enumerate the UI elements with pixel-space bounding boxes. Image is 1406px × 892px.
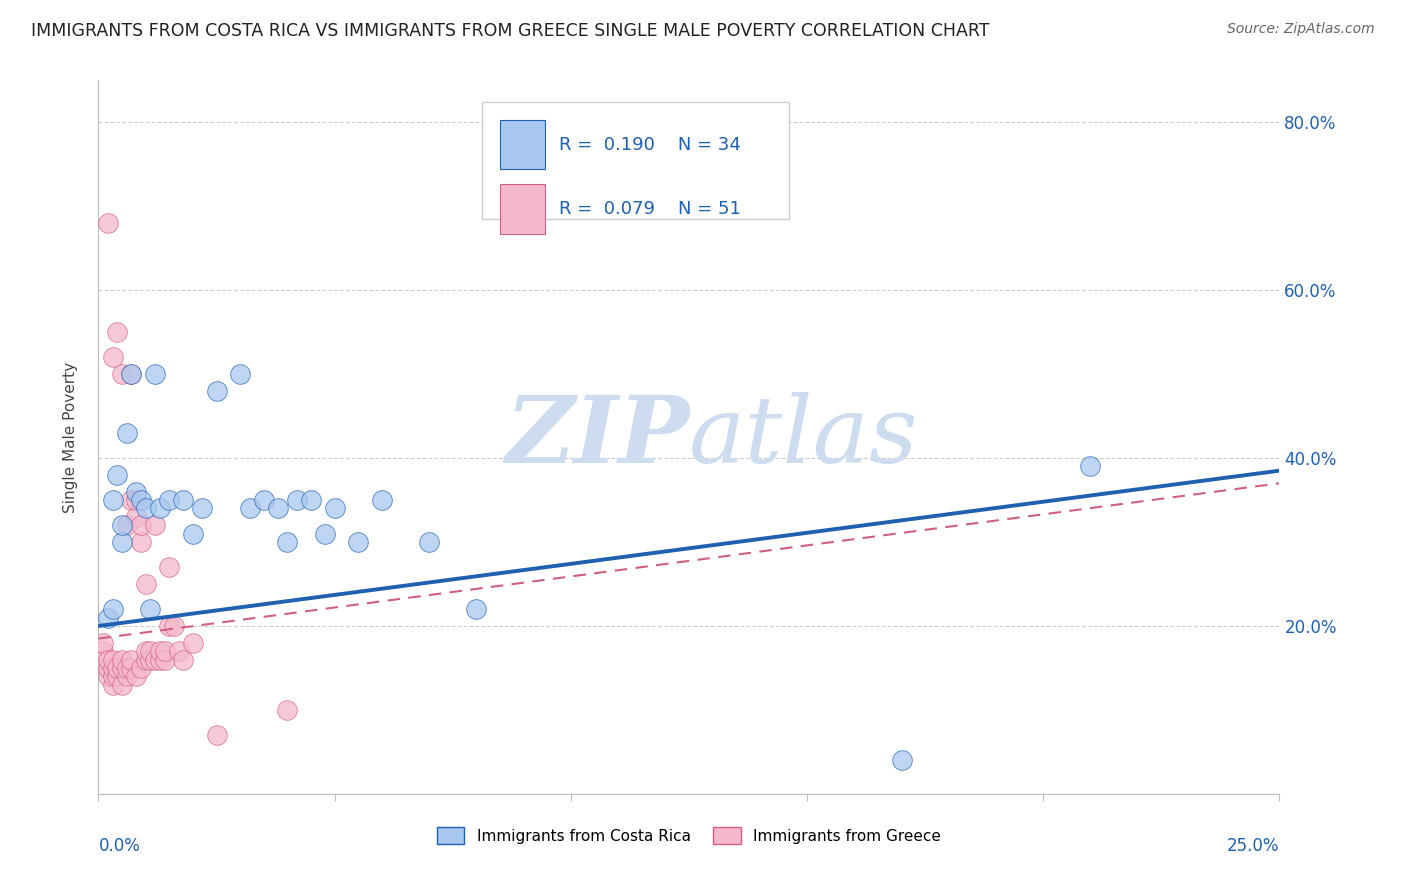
Point: [105, 669, 128, 683]
Text: R =  0.190    N = 34: R = 0.190 N = 34: [560, 136, 741, 153]
Point: [157, 619, 180, 633]
Point: [101, 661, 124, 675]
Point: [153, 644, 176, 658]
Point: [299, 493, 322, 508]
Point: [105, 661, 128, 675]
Point: [91, 652, 114, 666]
FancyBboxPatch shape: [501, 120, 546, 169]
Point: [181, 526, 204, 541]
Point: [465, 602, 488, 616]
Text: IMMIGRANTS FROM COSTA RICA VS IMMIGRANTS FROM GREECE SINGLE MALE POVERTY CORRELA: IMMIGRANTS FROM COSTA RICA VS IMMIGRANTS…: [31, 22, 990, 40]
Point: [121, 367, 143, 381]
Point: [139, 602, 162, 616]
Point: [111, 652, 134, 666]
Point: [285, 493, 308, 508]
Point: [143, 652, 166, 666]
Point: [121, 493, 143, 508]
Point: [205, 384, 228, 398]
Point: [323, 501, 346, 516]
Point: [890, 753, 912, 767]
Point: [121, 661, 143, 675]
Point: [172, 652, 194, 666]
Point: [111, 661, 134, 675]
Point: [1080, 459, 1102, 474]
Point: [167, 644, 190, 658]
Point: [135, 644, 157, 658]
Point: [91, 644, 114, 658]
Point: [371, 493, 394, 508]
Point: [125, 669, 148, 683]
FancyBboxPatch shape: [501, 184, 546, 234]
Text: R =  0.079    N = 51: R = 0.079 N = 51: [560, 200, 741, 218]
Point: [129, 535, 152, 549]
Point: [115, 669, 138, 683]
Point: [101, 669, 124, 683]
Point: [111, 678, 134, 692]
Point: [105, 325, 128, 339]
Point: [121, 652, 143, 666]
Point: [205, 728, 228, 742]
Point: [115, 661, 138, 675]
Point: [125, 493, 148, 508]
Text: Source: ZipAtlas.com: Source: ZipAtlas.com: [1227, 22, 1375, 37]
Point: [91, 636, 114, 650]
Text: ZIP: ZIP: [505, 392, 689, 482]
Point: [97, 661, 120, 675]
Legend: Immigrants from Costa Rica, Immigrants from Greece: Immigrants from Costa Rica, Immigrants f…: [430, 821, 948, 850]
Point: [181, 636, 204, 650]
Point: [125, 509, 148, 524]
Point: [172, 493, 194, 508]
Point: [97, 669, 120, 683]
Point: [97, 610, 120, 624]
Point: [101, 351, 124, 365]
Y-axis label: Single Male Poverty: Single Male Poverty: [63, 361, 77, 513]
Text: 0.0%: 0.0%: [98, 837, 141, 855]
Point: [347, 535, 370, 549]
Point: [101, 602, 124, 616]
Point: [143, 518, 166, 533]
Point: [139, 644, 162, 658]
Point: [153, 652, 176, 666]
Point: [129, 493, 152, 508]
Point: [135, 501, 157, 516]
Point: [253, 493, 276, 508]
Point: [418, 535, 440, 549]
Point: [129, 518, 152, 533]
Point: [111, 535, 134, 549]
FancyBboxPatch shape: [482, 102, 789, 219]
Point: [143, 367, 166, 381]
Point: [111, 518, 134, 533]
Point: [149, 501, 172, 516]
Point: [267, 501, 290, 516]
Point: [314, 526, 336, 541]
Point: [191, 501, 214, 516]
Point: [157, 560, 180, 574]
Point: [135, 577, 157, 591]
Point: [97, 652, 120, 666]
Text: atlas: atlas: [689, 392, 918, 482]
Point: [163, 619, 186, 633]
Point: [149, 644, 172, 658]
Point: [115, 425, 138, 440]
Point: [125, 484, 148, 499]
Point: [101, 678, 124, 692]
Point: [239, 501, 262, 516]
Text: 25.0%: 25.0%: [1227, 837, 1279, 855]
Point: [105, 467, 128, 482]
Point: [229, 367, 252, 381]
Point: [101, 652, 124, 666]
Point: [157, 493, 180, 508]
Point: [129, 661, 152, 675]
Point: [276, 703, 298, 717]
Point: [276, 535, 298, 549]
Point: [135, 652, 157, 666]
Point: [115, 518, 138, 533]
Point: [97, 216, 120, 230]
Point: [149, 652, 172, 666]
Point: [121, 367, 143, 381]
Point: [111, 367, 134, 381]
Point: [139, 652, 162, 666]
Point: [101, 493, 124, 508]
